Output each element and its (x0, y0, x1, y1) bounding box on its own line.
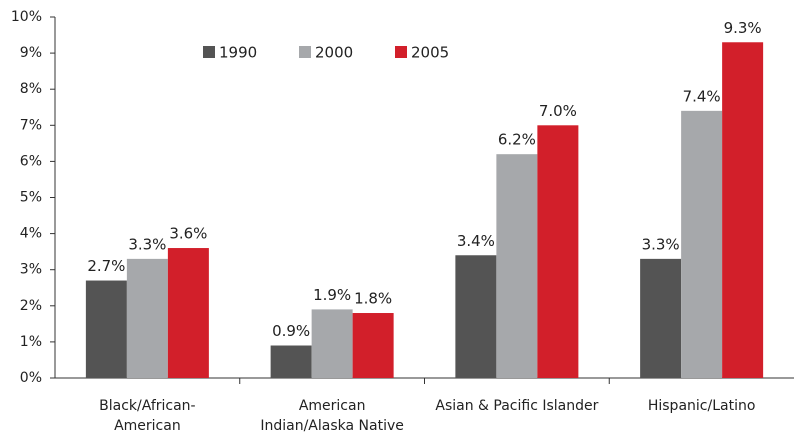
bar (640, 258, 682, 378)
y-tick-label: 2% (20, 298, 42, 314)
y-tick-label: 9% (20, 45, 42, 61)
value-label: 1.8% (354, 290, 392, 308)
x-tick-label: Asian & Pacific Islander (435, 398, 598, 414)
y-tick-label: 8% (20, 81, 42, 97)
value-label: 9.3% (724, 19, 762, 37)
legend-label: 1990 (219, 44, 257, 62)
legend-swatch (395, 46, 407, 58)
bar (537, 125, 579, 378)
x-tick-label: Hispanic/Latino (648, 398, 756, 414)
y-tick-label: 4% (20, 226, 42, 242)
y-tick-label: 5% (20, 190, 42, 206)
bar (311, 309, 353, 378)
value-label: 0.9% (272, 322, 310, 340)
legend-label: 2000 (315, 44, 353, 62)
value-label: 7.4% (683, 87, 721, 105)
y-tick-label: 0% (20, 370, 42, 386)
x-tick-label: American (299, 398, 366, 414)
bar (126, 258, 168, 378)
legend-swatch (203, 46, 215, 58)
y-tick-label: 10% (11, 9, 42, 25)
bar (270, 345, 312, 378)
value-label: 3.3% (642, 235, 680, 253)
bar (167, 248, 209, 378)
x-tick-label: Indian/Alaska Native (260, 418, 404, 433)
bar (455, 255, 497, 378)
value-label: 3.3% (128, 235, 166, 253)
legend-swatch (299, 46, 311, 58)
x-tick-label: Black/African- (99, 398, 195, 414)
value-label: 2.7% (87, 257, 125, 275)
y-tick-label: 1% (20, 334, 42, 350)
value-label: 6.2% (498, 131, 536, 149)
value-label: 1.9% (313, 286, 351, 304)
bar (85, 280, 127, 378)
y-tick-label: 7% (20, 117, 42, 133)
bar (681, 110, 723, 379)
bar (496, 154, 538, 378)
value-label: 3.4% (457, 232, 495, 250)
legend-label: 2005 (411, 44, 449, 62)
value-label: 3.6% (169, 225, 207, 243)
x-tick-label: American (114, 418, 181, 433)
bar (352, 313, 394, 378)
bar (722, 42, 764, 379)
y-tick-label: 3% (20, 262, 42, 278)
y-tick-label: 6% (20, 153, 42, 169)
value-label: 7.0% (539, 102, 577, 120)
